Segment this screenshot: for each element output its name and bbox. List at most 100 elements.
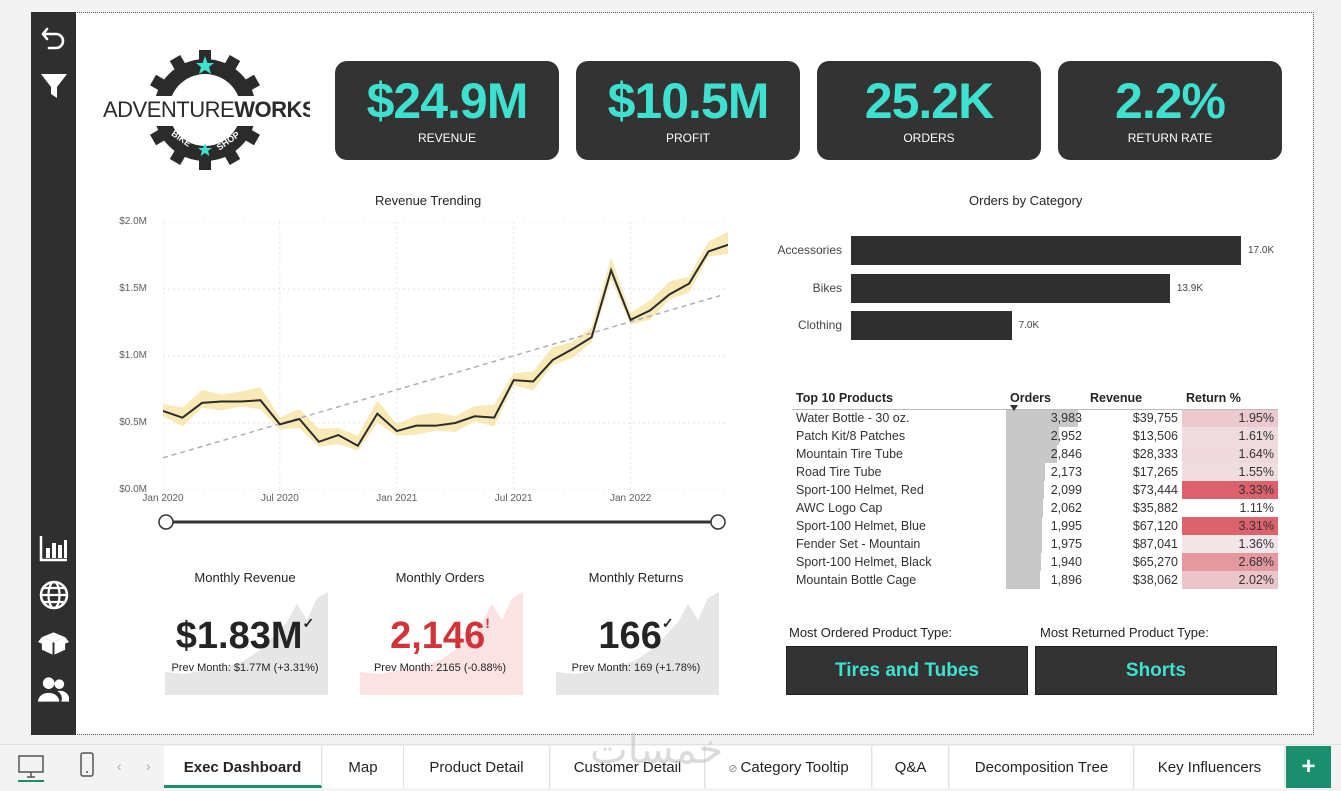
revenue-data-point[interactable]: [357, 445, 359, 447]
revenue-data-point[interactable]: [532, 380, 534, 383]
revenue-data-point[interactable]: [571, 348, 573, 350]
revenue-data-point[interactable]: [668, 293, 671, 295]
category-bar[interactable]: [851, 236, 1241, 265]
y-tick-label: $0.5M: [119, 417, 147, 428]
table-row[interactable]: Mountain Tire Tube 2,846 $28,333 1.64%: [792, 445, 1278, 463]
tab-decomposition-tree[interactable]: Decomposition Tree: [950, 746, 1134, 788]
table-row[interactable]: AWC Logo Cap 2,062 $35,882 1.11%: [792, 499, 1278, 517]
revenue-data-point[interactable]: [163, 410, 164, 412]
col-header-return[interactable]: Return %: [1182, 387, 1278, 410]
col-header-orders[interactable]: Orders: [1006, 387, 1086, 410]
table-row[interactable]: Sport-100 Helmet, Blue 1,995 $67,120 3.31%: [792, 517, 1278, 535]
revenue-data-point[interactable]: [279, 423, 281, 425]
orders-data-bar: [1006, 517, 1043, 535]
product-orders: 1,995: [1006, 517, 1086, 535]
product-name: Mountain Bottle Cage: [796, 573, 917, 587]
chevron-right-icon[interactable]: ›: [146, 758, 151, 774]
product-revenue: $38,062: [1132, 573, 1178, 587]
category-label: Clothing: [797, 318, 842, 332]
table-row[interactable]: Fender Set - Mountain 1,975 $87,041 1.36%: [792, 535, 1278, 553]
revenue-data-point[interactable]: [318, 441, 320, 443]
revenue-data-point[interactable]: [337, 434, 339, 436]
tab-map[interactable]: Map: [323, 746, 404, 788]
card-prev-month: Prev Month: 169 (+1.78%): [571, 662, 701, 674]
table-row[interactable]: Water Bottle - 30 oz. 3,983 $39,755 1.95%: [792, 409, 1278, 427]
tab-exec-dashboard[interactable]: Exec Dashboard: [164, 746, 322, 788]
revenue-data-point[interactable]: [415, 425, 417, 427]
revenue-data-point[interactable]: [181, 417, 184, 419]
most-returned-label: Most Returned Product Type:: [1040, 625, 1209, 640]
card-value: 166✓: [598, 615, 674, 657]
users-icon[interactable]: [38, 673, 69, 704]
category-bar[interactable]: [851, 311, 1012, 340]
orders-data-bar: [1006, 535, 1042, 553]
revenue-data-point[interactable]: [707, 250, 710, 253]
date-range-slider[interactable]: [155, 512, 730, 532]
table-row[interactable]: Road Tire Tube 2,173 $17,265 1.55%: [792, 463, 1278, 481]
col-header-revenue[interactable]: Revenue: [1086, 387, 1182, 410]
tab-product-detail[interactable]: Product Detail: [404, 746, 550, 788]
most-ordered-value: Tires and Tubes: [786, 646, 1028, 695]
revenue-series-line[interactable]: [163, 243, 728, 448]
product-revenue: $13,506: [1132, 429, 1178, 443]
revenue-data-point[interactable]: [220, 400, 223, 403]
category-label: Bikes: [812, 281, 842, 295]
col-header-product[interactable]: Top 10 Products: [792, 387, 1006, 410]
tab-customer-detail[interactable]: Customer Detail: [551, 746, 705, 788]
table-row[interactable]: Sport-100 Helmet, Red 2,099 $73,444 3.33%: [792, 481, 1278, 499]
kpi-profit: $10.5M PROFIT: [576, 61, 800, 160]
revenue-data-point[interactable]: [610, 269, 612, 271]
category-bar[interactable]: [851, 274, 1170, 303]
mobile-view-icon[interactable]: [77, 752, 97, 783]
bar-chart-icon[interactable]: [38, 532, 69, 563]
revenue-data-point[interactable]: [474, 415, 476, 417]
globe-icon[interactable]: [38, 579, 69, 610]
revenue-data-point[interactable]: [396, 430, 398, 432]
chevron-left-icon[interactable]: ‹: [117, 758, 122, 774]
table-row[interactable]: Sport-100 Helmet, Black 1,940 $65,270 2.68%: [792, 553, 1278, 571]
desktop-view-icon[interactable]: [16, 752, 46, 787]
revenue-data-point[interactable]: [298, 418, 300, 420]
y-tick-label: $2.0M: [119, 216, 147, 227]
kpi-label: PROFIT: [666, 131, 710, 145]
revenue-data-point[interactable]: [435, 425, 437, 427]
tab-category-tooltip[interactable]: ⊘ Category Tooltip: [706, 746, 872, 788]
revenue-data-point[interactable]: [552, 359, 554, 361]
tab-key-influencers[interactable]: Key Influencers: [1135, 746, 1285, 788]
box-icon[interactable]: [38, 626, 69, 657]
revenue-data-point[interactable]: [513, 379, 515, 381]
y-tick-label: $0.0M: [119, 484, 147, 495]
revenue-data-point[interactable]: [688, 283, 690, 285]
product-revenue: $87,041: [1132, 537, 1178, 551]
product-return-rate: 1.11%: [1182, 499, 1278, 517]
table-row[interactable]: Patch Kit/8 Patches 2,952 $13,506 1.61%: [792, 427, 1278, 445]
revenue-data-point[interactable]: [376, 413, 378, 415]
product-name: Sport-100 Helmet, Blue: [796, 519, 926, 533]
revenue-data-point[interactable]: [240, 400, 242, 403]
top-products-table[interactable]: Top 10 Products Orders Revenue Return % …: [792, 387, 1278, 589]
slider-start-handle[interactable]: [158, 514, 174, 530]
filter-icon[interactable]: [38, 70, 69, 101]
x-tick-label: Jul 2021: [494, 493, 533, 504]
category-value-label: 13.9K: [1176, 283, 1204, 294]
tab-q-a[interactable]: Q&A: [873, 746, 949, 788]
product-return-rate: 1.64%: [1182, 445, 1278, 463]
table-row[interactable]: Mountain Bottle Cage 1,896 $38,062 2.02%: [792, 571, 1278, 589]
card-sparkline: [165, 592, 328, 695]
product-revenue: $17,265: [1132, 465, 1178, 479]
revenue-data-point[interactable]: [591, 336, 593, 338]
revenue-data-point[interactable]: [259, 399, 262, 401]
add-page-button[interactable]: +: [1286, 746, 1331, 788]
revenue-data-point[interactable]: [493, 417, 495, 419]
revenue-data-point[interactable]: [727, 244, 728, 246]
orders-data-bar: [1006, 499, 1044, 517]
revenue-data-point[interactable]: [649, 309, 651, 312]
revenue-data-point[interactable]: [201, 402, 203, 404]
revenue-chart-title: Revenue Trending: [375, 193, 482, 208]
revenue-data-point[interactable]: [454, 422, 456, 424]
sort-desc-icon: [1010, 405, 1018, 411]
back-arrow-icon[interactable]: [38, 22, 69, 53]
revenue-data-point[interactable]: [629, 319, 632, 321]
revenue-line-chart[interactable]: [163, 222, 728, 490]
slider-end-handle[interactable]: [710, 514, 726, 530]
